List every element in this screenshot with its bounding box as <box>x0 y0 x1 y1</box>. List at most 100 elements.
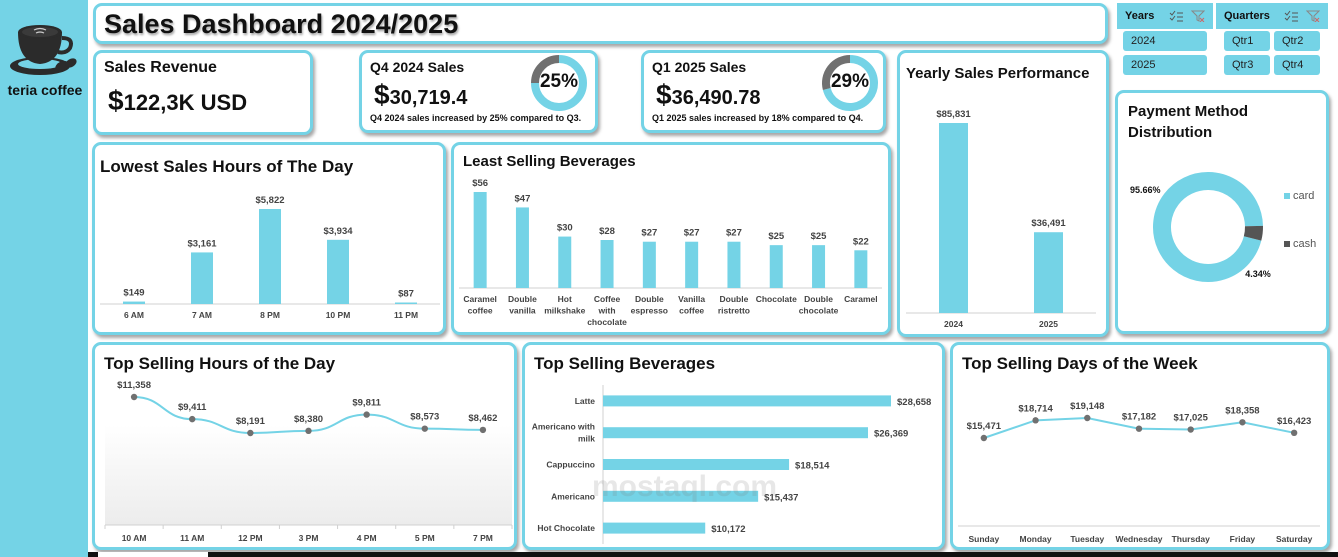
data-label: $25 <box>768 231 785 242</box>
x-tick-label: coffee <box>679 306 704 316</box>
data-label: $10,172 <box>711 524 745 535</box>
top-selling-days-chart: $15,471 Sunday $18,714 Monday $19,148 Tuesday… <box>958 401 1320 544</box>
data-label: $56 <box>472 178 488 189</box>
slicer-qtr1[interactable]: Qtr1 <box>1224 31 1270 51</box>
data-point <box>421 425 428 432</box>
x-tick-label: chocolate <box>799 306 839 316</box>
data-point <box>980 434 988 442</box>
x-tick-label: espresso <box>631 306 668 316</box>
data-point <box>1290 429 1298 437</box>
data-label: $28,658 <box>897 397 931 408</box>
data-label: $15,471 <box>967 421 1002 432</box>
q4-2024-progress-ring: 25% <box>530 54 588 112</box>
q4-2024-value: $30,719.4 <box>374 79 468 110</box>
data-label: $18,714 <box>1018 403 1053 414</box>
legend-label: card <box>1293 190 1314 202</box>
data-point <box>1187 426 1194 433</box>
q1-2025-ring-label: 29% <box>830 71 870 92</box>
x-tick-label: Hot <box>558 294 572 304</box>
top-selling-beverages-title: Top Selling Beverages <box>534 354 716 373</box>
bar <box>769 245 783 288</box>
x-tick-label: 10 PM <box>326 310 351 320</box>
top-selling-beverages-card: Top Selling Beverages $28,658 Latte $26,36… <box>522 342 945 550</box>
q4-2024-note: Q4 2024 sales increased by 25% compared … <box>370 113 582 123</box>
top-selling-hours-card: Top Selling Hours of the Day $11,358 10 A… <box>92 342 517 550</box>
x-tick-label: vanilla <box>509 306 536 316</box>
x-tick-label: 11 PM <box>394 310 418 320</box>
sales-revenue-value: $122,3K USD <box>108 85 248 116</box>
data-label: 4.34% <box>1245 269 1271 279</box>
multi-select-icon[interactable] <box>1284 10 1298 22</box>
top-selling-days-title: Top Selling Days of the Week <box>962 354 1198 373</box>
legend-swatch <box>1284 241 1290 247</box>
y-tick-label: Latte <box>575 396 596 406</box>
top-selling-hours-chart: $11,358 10 AM $9,411 11 AM $8,191 12 PM $8,380… <box>104 380 513 543</box>
multi-select-icon[interactable] <box>1169 10 1183 22</box>
data-label: $27 <box>641 228 657 239</box>
x-tick-label: Thursday <box>1172 534 1211 544</box>
x-tick-label: 2025 <box>1039 319 1058 329</box>
q1-2025-value: $36,490.78 <box>656 79 761 110</box>
data-label: $87 <box>398 289 414 300</box>
q4-2024-title: Q4 2024 Sales <box>370 59 465 75</box>
bar <box>473 192 487 288</box>
x-tick-label: Double <box>720 294 749 304</box>
x-tick-label: 5 PM <box>415 533 435 543</box>
data-label: $9,411 <box>178 402 207 413</box>
x-tick-label: 12 PM <box>238 533 263 543</box>
q1-2025-progress-ring: 29% <box>821 54 879 112</box>
sales-revenue-title: Sales Revenue <box>104 59 217 76</box>
data-label: 95.66% <box>1130 185 1161 195</box>
data-label: $18,358 <box>1225 405 1259 416</box>
data-point <box>1084 414 1091 422</box>
sidebar: teria coffee <box>0 0 88 557</box>
data-point <box>189 415 196 423</box>
data-label: $25 <box>811 231 828 242</box>
slicer-qtr4[interactable]: Qtr4 <box>1274 55 1320 75</box>
data-label: $47 <box>515 193 531 204</box>
x-tick-label: Coffee <box>594 294 621 304</box>
ring-percent-arc <box>822 55 851 90</box>
data-label: $27 <box>726 228 742 239</box>
data-label: $15,437 <box>764 492 798 503</box>
data-point <box>247 429 254 437</box>
lowest-sales-hours-title: Lowest Sales Hours of The Day <box>100 157 354 176</box>
bar <box>603 522 706 534</box>
page-title: Sales Dashboard 2024/2025 <box>104 9 459 39</box>
least-selling-beverages-title: Least Selling Beverages <box>463 153 636 170</box>
data-label: $5,822 <box>255 195 284 206</box>
x-tick-label: Caramel <box>463 294 497 304</box>
slicer-qtr3[interactable]: Qtr3 <box>1224 55 1270 75</box>
x-tick-label: 8 PM <box>260 310 280 320</box>
least-selling-beverages-chart: $56 Caramel coffee $47 Double vanilla $30 Hot mi… <box>459 178 882 327</box>
slicer-qtr2[interactable]: Qtr2 <box>1274 31 1320 51</box>
x-tick-label: 11 AM <box>180 533 204 543</box>
data-label: $3,934 <box>323 226 353 237</box>
data-label: $17,182 <box>1122 412 1156 423</box>
slicer-year-2025[interactable]: 2025 <box>1123 55 1207 75</box>
x-tick-label: 7 PM <box>473 533 493 543</box>
q4-2024-card: Q4 2024 Sales $30,719.4 Q4 2024 sales in… <box>359 50 598 133</box>
data-label: $22 <box>853 236 869 247</box>
data-label: $19,148 <box>1070 401 1104 412</box>
data-label: $9,811 <box>352 398 381 409</box>
x-tick-label: milkshake <box>544 306 585 316</box>
bar <box>395 302 417 304</box>
data-label: $8,191 <box>236 416 266 427</box>
data-point <box>479 426 487 434</box>
q1-2025-note: Q1 2025 sales increased by 18% compared … <box>652 113 864 123</box>
x-tick-label: 4 PM <box>357 533 377 543</box>
x-tick-label: ristretto <box>718 306 750 316</box>
data-label: $8,573 <box>410 412 439 423</box>
ring-percent-arc <box>531 55 560 84</box>
quarters-slicer-label: Quarters <box>1224 10 1270 22</box>
clear-filter-icon[interactable] <box>1191 10 1205 22</box>
data-point <box>1135 425 1143 432</box>
ring-remaining-arc <box>822 55 878 111</box>
years-slicer-header: Years <box>1117 3 1213 29</box>
least-selling-beverages-card: Least Selling Beverages $56 Caramel coffee… <box>451 142 891 335</box>
slicer-year-2024[interactable]: 2024 <box>1123 31 1207 51</box>
bar <box>123 301 145 304</box>
data-label: $8,380 <box>294 414 323 425</box>
clear-filter-icon[interactable] <box>1306 10 1320 22</box>
